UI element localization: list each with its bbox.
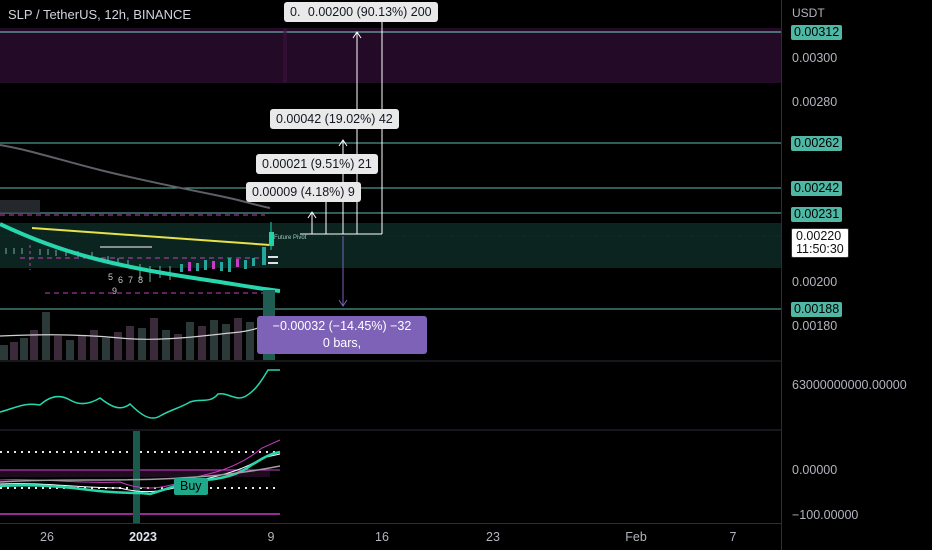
bar-countdown: 11:50:30 [796,242,844,256]
future-pivot-label: Future Pivot [274,235,307,241]
level-badge-262: 0.00262 [791,136,843,151]
measure-down-line1: −0.00032 (−14.45%) −32 [272,319,412,333]
wave-label-9: 9 [112,286,117,296]
candles [180,222,278,272]
level-badge-242: 0.00242 [791,181,843,196]
moving-average-teal [0,222,281,293]
wave-label-8: 8 [138,275,143,285]
time-label-23: 23 [486,530,500,544]
wave-label-6: 6 [118,275,123,285]
osc-label-minus100: −100.00000 [792,508,859,522]
current-price-badge: 0.00220 11:50:30 [791,228,849,258]
volume-pane-label: 63000000000.00000 [792,378,907,392]
measure-200-text: 0.00200 (90.13%) 200 [307,5,432,19]
volume-bars [0,290,275,360]
support-band [0,223,781,268]
time-axis[interactable]: 26 2023 9 16 23 Feb 7 [0,523,781,550]
time-label-feb: Feb [625,530,647,544]
measure-down-line2: 0 bars, [322,336,362,350]
wave-label-5: 5 [108,272,113,282]
price-label-300: 0.00300 [792,51,838,65]
volume-ma [0,319,279,340]
price-axis[interactable]: USDT 0.00312 0.00300 0.00280 0.00262 0.0… [781,0,932,550]
price-label-180: 0.00180 [792,319,838,333]
chart-area[interactable]: 5 6 7 8 9 Future Pivot [0,0,781,523]
measure-label-down[interactable]: −0.00032 (−14.45%) −32 0 bars, [257,316,427,354]
price-label-280: 0.00280 [792,95,838,109]
time-label-16: 16 [375,530,389,544]
resistance-zone [0,28,781,83]
measure-label-9[interactable]: 0.00009 (4.18%) 9 [246,182,361,202]
measure-label-21[interactable]: 0.00021 (9.51%) 21 [256,154,378,174]
time-label-2023: 2023 [129,530,157,544]
price-label-200: 0.00200 [792,275,838,289]
measure-label-42[interactable]: 0.00042 (19.02%) 42 [270,109,399,129]
time-label-7: 7 [729,530,737,544]
time-label-26: 26 [40,530,54,544]
osc-label-zero: 0.00000 [792,463,838,477]
trendline-yellow [31,227,271,246]
measure-prefix: 0. [290,5,301,19]
level-badge-188: 0.00188 [791,302,843,317]
level-badge-231: 0.00231 [791,207,843,222]
signal-bar [133,431,140,523]
moving-average-grey [0,144,271,209]
obv-line [0,369,280,419]
current-price-value: 0.00220 [796,229,842,243]
price-unit: USDT [792,6,825,20]
wave-label-7: 7 [128,275,133,285]
time-label-9: 9 [267,530,275,544]
buy-signal-tag[interactable]: Buy [174,478,208,495]
measure-label-200[interactable]: 0. 0.00200 (90.13%) 200 [284,2,438,22]
level-badge-312: 0.00312 [791,25,843,40]
price-chart-svg[interactable]: 5 6 7 8 9 Future Pivot [0,0,781,523]
oscillator-line [0,450,281,496]
symbol-title[interactable]: SLP / TetherUS, 12h, BINANCE [8,7,192,22]
